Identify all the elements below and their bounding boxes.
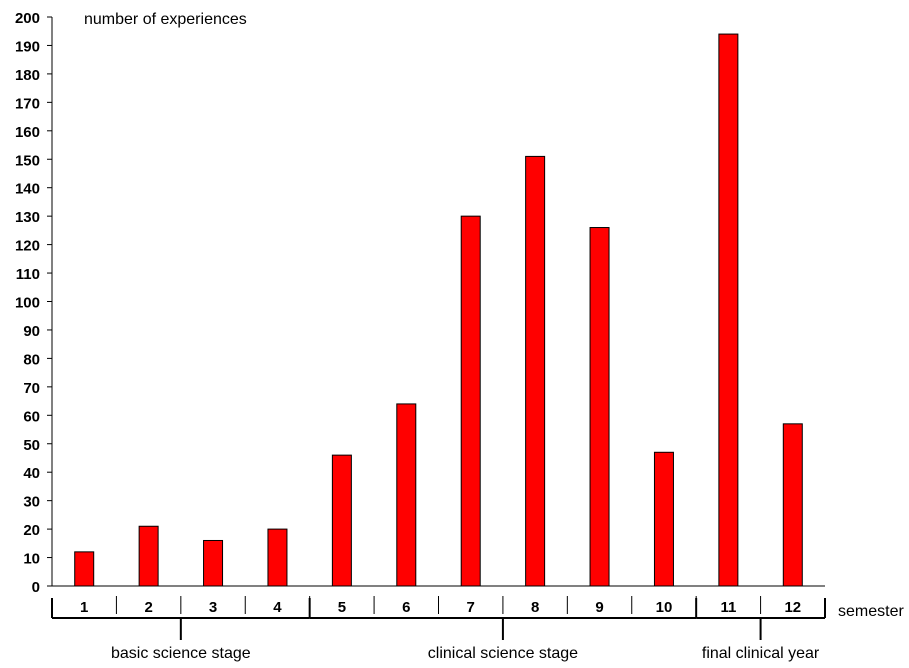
x-tick-label: 6 xyxy=(402,599,410,616)
y-axis-label: number of experiences xyxy=(84,11,247,28)
group-label: basic science stage xyxy=(111,645,251,662)
y-tick-label: 40 xyxy=(23,465,40,482)
bar-semester-9 xyxy=(589,227,610,587)
y-tick-label: 170 xyxy=(15,95,40,112)
x-tick-label: 3 xyxy=(209,599,217,616)
y-tick-label: 30 xyxy=(23,494,40,511)
x-tick-label: 8 xyxy=(531,599,539,616)
y-tick-label: 10 xyxy=(23,551,40,568)
y-tick-label: 0 xyxy=(32,579,40,596)
axes xyxy=(51,17,825,587)
bar-semester-11 xyxy=(718,33,739,587)
bar-semester-4 xyxy=(267,528,288,587)
y-tick-label: 50 xyxy=(23,437,40,454)
x-tick-label: 11 xyxy=(720,599,736,616)
x-tick-label: 5 xyxy=(338,599,346,616)
group-label: final clinical year xyxy=(702,645,820,662)
y-tick-label: 190 xyxy=(15,38,40,55)
y-tick-label: 110 xyxy=(16,266,40,283)
stage-brackets: basic science stage clinical science stag… xyxy=(51,596,826,662)
y-tick-label: 20 xyxy=(23,522,40,539)
y-tick-label: 70 xyxy=(23,380,40,397)
x-axis-label: semester xyxy=(838,603,904,620)
bar-semester-10 xyxy=(653,451,674,587)
y-tick-label: 80 xyxy=(23,351,40,368)
y-axis-ticks: 0 10 20 30 40 50 60 70 80 90 100 110 120 130 140 150 160… xyxy=(15,10,52,596)
bar-semester-8 xyxy=(525,155,546,587)
bars xyxy=(74,33,803,587)
bar-semester-2 xyxy=(138,525,159,587)
bar-semester-6 xyxy=(396,403,417,587)
y-tick-label: 150 xyxy=(15,152,40,169)
y-tick-label: 140 xyxy=(15,181,40,198)
y-tick-label: 200 xyxy=(15,10,40,27)
y-tick-label: 180 xyxy=(15,67,40,84)
bar-semester-3 xyxy=(203,539,224,587)
x-tick-label: 9 xyxy=(595,599,603,616)
bar-semester-7 xyxy=(460,215,481,587)
y-tick-label: 100 xyxy=(15,295,40,312)
y-tick-label: 160 xyxy=(15,124,40,141)
x-tick-label: 1 xyxy=(80,599,88,616)
x-axis-category-labels: 1 2 3 4 5 6 7 8 9 10 11 12 xyxy=(80,599,801,616)
x-tick-label: 2 xyxy=(144,599,152,616)
x-tick-label: 4 xyxy=(273,599,282,616)
y-tick-label: 130 xyxy=(15,209,40,226)
group-label: clinical science stage xyxy=(428,645,578,662)
x-tick-label: 12 xyxy=(784,599,801,616)
x-tick-label: 7 xyxy=(467,599,475,616)
y-tick-label: 60 xyxy=(23,408,40,425)
bar-semester-12 xyxy=(782,423,803,587)
x-tick-label: 10 xyxy=(656,599,673,616)
y-tick-label: 120 xyxy=(15,238,40,255)
y-tick-label: 90 xyxy=(23,323,40,340)
bar-semester-1 xyxy=(74,551,95,587)
bar-semester-5 xyxy=(331,454,352,587)
